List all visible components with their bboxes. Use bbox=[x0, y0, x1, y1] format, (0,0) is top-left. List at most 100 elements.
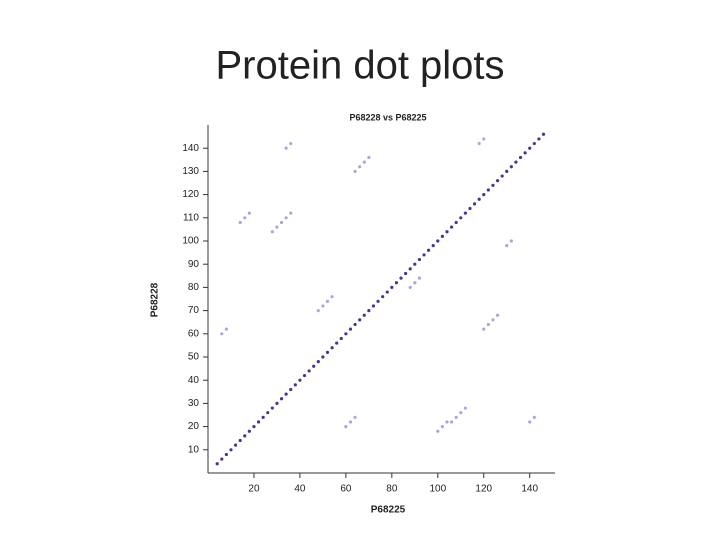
dot bbox=[440, 425, 444, 429]
dot bbox=[505, 169, 509, 173]
y-tick-label: 10 bbox=[188, 444, 200, 455]
dot bbox=[417, 276, 422, 280]
dot bbox=[275, 225, 279, 229]
dot bbox=[445, 230, 449, 234]
y-tick-label: 100 bbox=[182, 236, 199, 247]
dot bbox=[413, 281, 417, 285]
dot bbox=[289, 211, 293, 215]
dot bbox=[436, 429, 440, 433]
dot bbox=[477, 197, 481, 201]
dot bbox=[477, 141, 481, 146]
dot bbox=[224, 452, 228, 457]
dot bbox=[229, 448, 233, 452]
dot bbox=[459, 216, 463, 220]
dot bbox=[408, 285, 412, 289]
x-tick-label: 80 bbox=[386, 484, 398, 495]
dot bbox=[394, 281, 399, 285]
dot bbox=[307, 369, 311, 373]
dot bbox=[233, 443, 238, 447]
dot bbox=[541, 132, 546, 136]
dot bbox=[353, 169, 357, 173]
dot bbox=[289, 141, 293, 146]
y-tick-label: 120 bbox=[182, 189, 199, 200]
dot bbox=[215, 462, 219, 466]
dot bbox=[509, 165, 513, 169]
dot bbox=[312, 364, 316, 368]
dot bbox=[390, 285, 394, 289]
dot bbox=[284, 392, 288, 396]
dot bbox=[514, 160, 518, 164]
dot bbox=[243, 434, 247, 438]
dot bbox=[528, 420, 532, 424]
dot bbox=[449, 420, 454, 424]
dot bbox=[238, 220, 242, 225]
y-tick-label: 50 bbox=[188, 352, 200, 363]
dot bbox=[247, 429, 251, 433]
dot bbox=[284, 216, 288, 220]
dot bbox=[220, 332, 224, 336]
dot bbox=[293, 383, 297, 387]
y-tick-label: 20 bbox=[188, 421, 200, 432]
dot bbox=[509, 239, 513, 243]
dot bbox=[335, 341, 339, 345]
y-tick-label: 130 bbox=[182, 166, 199, 177]
dot bbox=[431, 244, 435, 248]
dot bbox=[463, 211, 467, 215]
dot bbox=[528, 146, 532, 150]
dot bbox=[445, 420, 449, 424]
dot bbox=[518, 155, 523, 160]
dot bbox=[243, 216, 247, 220]
dot bbox=[459, 411, 463, 415]
dot bbox=[472, 202, 477, 206]
dot bbox=[491, 318, 495, 322]
dot bbox=[505, 244, 509, 248]
dot bbox=[279, 397, 284, 401]
dot bbox=[468, 206, 472, 211]
dot bbox=[353, 322, 357, 327]
dot bbox=[275, 401, 279, 405]
dot bbox=[330, 346, 334, 350]
dot bbox=[321, 355, 325, 359]
dot bbox=[422, 253, 426, 257]
dot bbox=[385, 290, 389, 294]
dot bbox=[220, 457, 224, 461]
dot bbox=[417, 257, 422, 262]
dot bbox=[256, 420, 261, 424]
dot bbox=[321, 304, 325, 308]
x-tick-label: 100 bbox=[429, 484, 446, 495]
slide-title: Protein dot plots bbox=[215, 44, 504, 88]
dot bbox=[449, 225, 454, 229]
dot bbox=[224, 327, 228, 331]
x-tick-label: 140 bbox=[521, 484, 538, 495]
dot bbox=[358, 318, 362, 322]
dot bbox=[238, 438, 242, 443]
dot bbox=[413, 262, 417, 266]
y-tick-label: 60 bbox=[188, 328, 200, 339]
dot bbox=[436, 239, 440, 243]
dot bbox=[367, 155, 371, 160]
dot bbox=[427, 248, 431, 252]
dot bbox=[247, 211, 251, 215]
dot bbox=[252, 425, 256, 429]
y-tick-label: 70 bbox=[188, 305, 200, 316]
dot bbox=[500, 174, 504, 178]
dot bbox=[344, 425, 348, 429]
dot bbox=[482, 327, 486, 331]
dot bbox=[284, 146, 288, 150]
dot bbox=[399, 276, 403, 280]
x-axis-label: P68225 bbox=[371, 505, 406, 516]
dot bbox=[482, 193, 486, 197]
dot bbox=[261, 415, 265, 419]
dot bbox=[325, 350, 330, 354]
dot bbox=[362, 313, 366, 317]
dot bbox=[316, 360, 320, 364]
dot bbox=[270, 230, 274, 234]
dot bbox=[279, 220, 284, 225]
y-tick-label: 30 bbox=[188, 398, 200, 409]
dot bbox=[348, 327, 353, 331]
dot bbox=[358, 165, 362, 169]
dot bbox=[381, 295, 385, 299]
x-tick-label: 60 bbox=[340, 484, 352, 495]
dot bbox=[440, 234, 444, 238]
